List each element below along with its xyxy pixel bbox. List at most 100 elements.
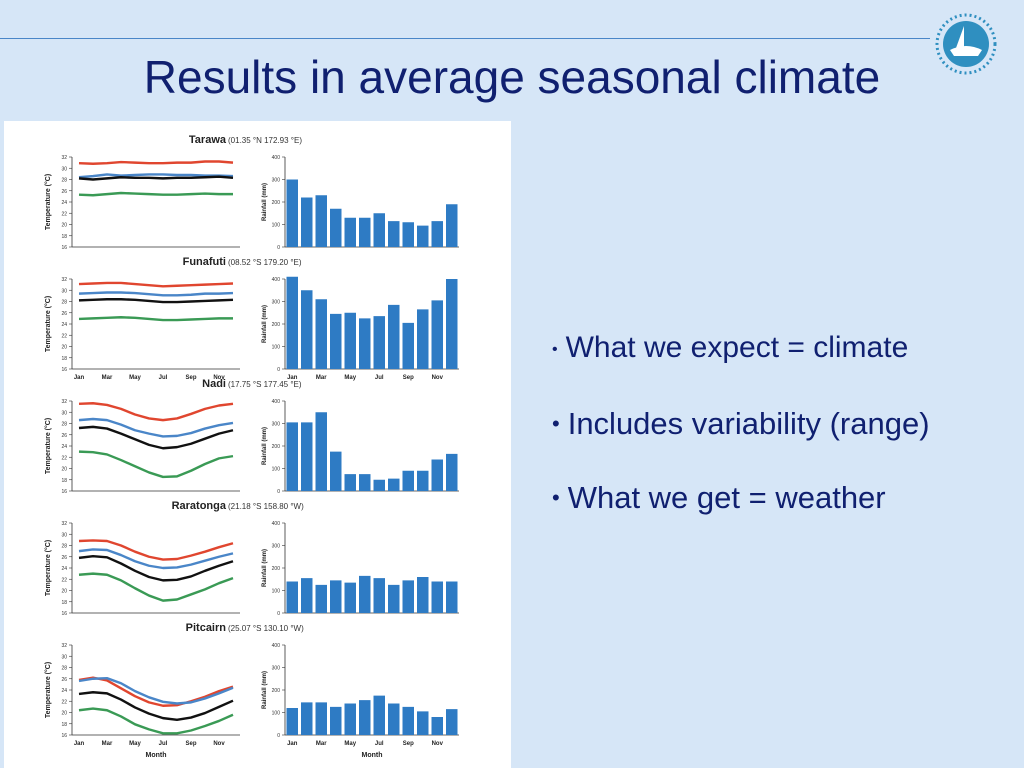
x-tick-label: Sep xyxy=(185,741,196,747)
rainfall-bar xyxy=(431,459,443,491)
rainfall-bar xyxy=(388,221,400,247)
y-tick-label: 26 xyxy=(61,555,67,561)
y-tick-label: 300 xyxy=(272,422,281,428)
series-line-max xyxy=(78,402,234,422)
station-name: Tarawa xyxy=(189,134,227,146)
y-tick-label: 16 xyxy=(61,245,67,251)
series-line-upper xyxy=(78,417,234,438)
y-tick-label: 32 xyxy=(61,277,67,283)
x-tick-label: May xyxy=(344,741,356,747)
y-tick-label: 24 xyxy=(61,322,67,328)
rainfall-bar xyxy=(301,197,313,247)
station-name: Pitcairn xyxy=(186,622,227,634)
rainfall-bar xyxy=(344,703,356,735)
rainfall-bar xyxy=(402,706,414,735)
x-tick-label: Jan xyxy=(74,375,85,381)
x-tick-label: May xyxy=(344,375,356,381)
rainfall-bar xyxy=(359,318,371,369)
y-tick-label: 26 xyxy=(61,433,67,439)
y-tick-label: 16 xyxy=(61,611,67,617)
y-tick-label: 18 xyxy=(61,722,67,728)
series-line-max xyxy=(78,539,234,561)
rainfall-bar xyxy=(286,708,298,735)
rainfall-bar xyxy=(286,422,298,491)
rainfall-bar xyxy=(373,316,385,369)
rainfall-bar xyxy=(330,208,342,247)
bullet-text: Includes variability (range) xyxy=(567,406,930,441)
rainfall-bar xyxy=(330,313,342,369)
y-axis-label: Rainfall (mm) xyxy=(262,671,268,709)
y-tick-label: 24 xyxy=(61,688,67,694)
x-tick-label: Jul xyxy=(159,741,168,747)
y-tick-label: 26 xyxy=(61,311,67,317)
series-line-mean xyxy=(78,554,234,582)
bullet-text: What we expect = climate xyxy=(565,331,909,364)
rainfall-bar xyxy=(446,279,458,369)
bullet-dot: • xyxy=(552,485,560,510)
y-tick-label: 30 xyxy=(61,654,67,660)
y-tick-label: 400 xyxy=(272,521,281,527)
y-tick-label: 30 xyxy=(61,166,67,172)
station-coords: (08.52 °S 179.20 °E) xyxy=(228,258,302,267)
y-axis-label: Temperature (°C) xyxy=(44,174,52,230)
series-line-mean xyxy=(78,691,234,722)
station-coords: (25.07 °S 130.10 °W) xyxy=(228,624,304,633)
rainfall-bar xyxy=(315,702,327,735)
x-tick-label: Jul xyxy=(159,375,168,381)
rainfall-bar xyxy=(344,312,356,369)
x-tick-label: Sep xyxy=(403,741,414,747)
slide-title: Results in average seasonal climate xyxy=(143,51,881,103)
rainfall-bar xyxy=(373,695,385,735)
y-tick-label: 20 xyxy=(61,589,67,595)
y-tick-label: 400 xyxy=(272,277,281,283)
y-tick-label: 22 xyxy=(61,577,67,583)
rainfall-bar xyxy=(301,578,313,613)
y-tick-label: 24 xyxy=(61,566,67,572)
rainfall-bar xyxy=(286,179,298,247)
y-tick-label: 22 xyxy=(61,699,67,705)
y-tick-label: 28 xyxy=(61,666,67,672)
x-tick-label: Nov xyxy=(432,375,444,381)
x-tick-label: Sep xyxy=(185,375,196,381)
station-coords: (01.35 °N 172.93 °E) xyxy=(228,136,302,145)
station-coords: (21.18 °S 158.80 °W) xyxy=(228,502,304,511)
y-tick-label: 0 xyxy=(277,611,280,617)
y-tick-label: 100 xyxy=(272,345,281,351)
y-tick-label: 20 xyxy=(61,223,67,229)
rainfall-bar xyxy=(315,195,327,247)
y-tick-label: 18 xyxy=(61,478,67,484)
y-tick-label: 200 xyxy=(272,444,281,450)
x-tick-label: May xyxy=(129,741,141,747)
rainfall-bar xyxy=(402,222,414,247)
y-tick-label: 28 xyxy=(61,422,67,428)
y-tick-label: 28 xyxy=(61,544,67,550)
y-tick-label: 0 xyxy=(277,245,280,251)
y-tick-label: 100 xyxy=(272,467,281,473)
y-tick-label: 32 xyxy=(61,155,67,161)
y-tick-label: 16 xyxy=(61,489,67,495)
rainfall-bar xyxy=(330,580,342,613)
y-tick-label: 300 xyxy=(272,178,281,184)
bullet-dot: • xyxy=(552,341,558,358)
rainfall-bar xyxy=(446,581,458,613)
y-tick-label: 16 xyxy=(61,733,67,739)
y-tick-label: 400 xyxy=(272,155,281,161)
series-line-mean xyxy=(78,425,234,450)
x-tick-label: Sep xyxy=(403,375,414,381)
y-tick-label: 18 xyxy=(61,600,67,606)
rainfall-bar xyxy=(286,581,298,613)
y-tick-label: 24 xyxy=(61,200,67,206)
series-line-mean xyxy=(78,298,234,304)
y-tick-label: 20 xyxy=(61,467,67,473)
rainfall-bar xyxy=(388,478,400,491)
y-tick-label: 22 xyxy=(61,333,67,339)
rainfall-bar xyxy=(431,221,443,247)
rainfall-bar xyxy=(286,276,298,369)
x-tick-label: Jan xyxy=(287,375,298,381)
y-tick-label: 300 xyxy=(272,666,281,672)
rainfall-bar xyxy=(359,575,371,613)
y-axis-label: Rainfall (mm) xyxy=(262,183,268,221)
y-tick-label: 22 xyxy=(61,211,67,217)
station-name: Raratonga xyxy=(172,500,227,512)
rainfall-bar xyxy=(388,584,400,613)
